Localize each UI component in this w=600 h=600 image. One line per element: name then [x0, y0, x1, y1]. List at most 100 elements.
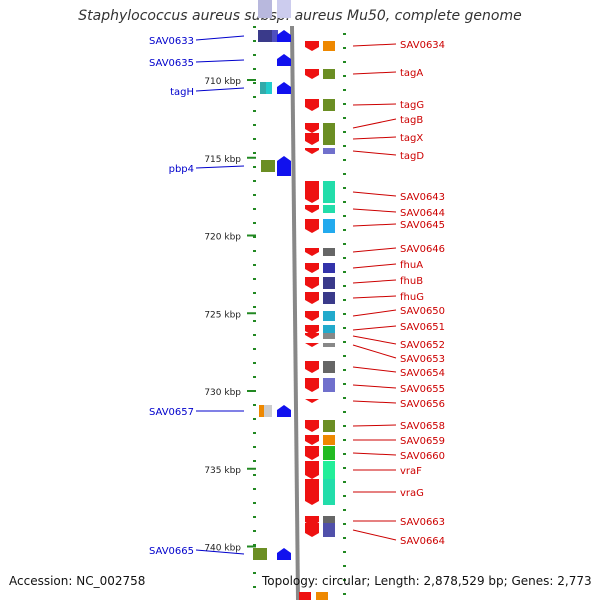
- right-track-dot: [343, 103, 346, 105]
- gene-label-right: tagB: [400, 115, 423, 126]
- protein-block: [323, 516, 335, 526]
- right-track-dot: [343, 355, 346, 357]
- left-track-dot: [253, 348, 256, 350]
- gene-arrow-left: [277, 156, 291, 176]
- gene-leader-right: [352, 325, 397, 331]
- left-track-dot: [253, 54, 256, 56]
- gene-arrow-right: [305, 69, 319, 79]
- right-track-dot: [343, 509, 346, 511]
- gene-label-right: SAV0651: [400, 322, 445, 333]
- gene-arrow-right: [305, 311, 319, 321]
- right-track-dot: [343, 327, 346, 329]
- protein-block: [323, 41, 335, 51]
- protein-block: [323, 248, 335, 256]
- right-track-dot: [343, 481, 346, 483]
- protein-block: [323, 325, 335, 335]
- gene-leader-right: [352, 529, 397, 541]
- gene-arrow-left: [277, 405, 291, 417]
- right-track-dot: [343, 187, 346, 189]
- right-track-dot: [343, 579, 346, 581]
- protein-block: [323, 361, 335, 373]
- left-track-dot: [253, 376, 256, 378]
- gene-leader-left: [195, 165, 245, 169]
- left-track-dot: [253, 138, 256, 140]
- left-track-dot: [253, 362, 256, 364]
- gene-label-right: SAV0643: [400, 192, 445, 203]
- gene-arrow-right: [305, 446, 319, 460]
- protein-block: [323, 523, 335, 537]
- protein-block: [323, 333, 335, 339]
- right-track-dot: [343, 159, 346, 161]
- topology-text: Topology: circular; Length: 2,878,529 bp…: [262, 574, 592, 588]
- right-track-dot: [343, 369, 346, 371]
- protein-block: [323, 311, 335, 321]
- right-track-dot: [343, 75, 346, 77]
- left-track-dot: [253, 222, 256, 224]
- left-track-dot: [253, 404, 256, 406]
- gene-leader-right: [352, 452, 397, 456]
- gene-label-right: tagA: [400, 68, 423, 79]
- protein-block: [323, 446, 335, 460]
- protein-block: [323, 123, 335, 133]
- protein-block: [323, 263, 335, 273]
- gene-arrow-right: [305, 133, 319, 145]
- gene-leader-left: [195, 549, 245, 555]
- gene-label-left: SAV0665: [149, 546, 194, 557]
- gene-arrow-left: [277, 82, 291, 94]
- gene-label-left: SAV0657: [149, 407, 194, 418]
- left-track-dot: [253, 180, 256, 182]
- right-track-dot: [343, 439, 346, 441]
- right-track-dot: [343, 411, 346, 413]
- gene-label-right: tagD: [400, 151, 424, 162]
- left-track-dot: [253, 306, 256, 308]
- gene-leader-right: [352, 103, 397, 106]
- left-track-dot: [253, 236, 256, 238]
- protein-block: [316, 592, 328, 600]
- right-track-dot: [343, 593, 346, 595]
- gene-label-right: SAV0659: [400, 436, 445, 447]
- right-track-dot: [343, 243, 346, 245]
- right-track-dot: [343, 257, 346, 259]
- left-track-dot: [253, 194, 256, 196]
- protein-block: [323, 69, 335, 79]
- left-track-dot: [253, 82, 256, 84]
- gene-leader-right: [352, 191, 397, 197]
- left-track-dot: [253, 292, 256, 294]
- gene-label-right: SAV0644: [400, 208, 445, 219]
- gene-leader-right: [352, 335, 397, 345]
- gene-arrow-right: [305, 523, 319, 537]
- protein-block: [258, 0, 272, 18]
- protein-block: [323, 148, 335, 154]
- left-track-dot: [253, 488, 256, 490]
- gene-leader-right: [352, 344, 397, 359]
- left-track-dot: [253, 110, 256, 112]
- protein-block: [323, 479, 335, 505]
- left-track-dot: [253, 418, 256, 420]
- right-track-dot: [343, 33, 346, 35]
- gene-arrow-left: [277, 30, 291, 42]
- right-track-dot: [343, 285, 346, 287]
- right-track-dot: [343, 467, 346, 469]
- left-track-dot: [253, 586, 256, 588]
- scale-tick-label: 740 kbp: [204, 544, 241, 554]
- right-track-dot: [343, 299, 346, 301]
- gene-label-left: tagH: [170, 87, 194, 98]
- gene-label-right: SAV0660: [400, 451, 445, 462]
- left-track-dot: [253, 166, 256, 168]
- gene-label-right: vraF: [400, 466, 422, 477]
- gene-label-right: vraG: [400, 488, 424, 499]
- gene-label-left: pbp4: [169, 164, 194, 175]
- protein-block: [323, 133, 335, 145]
- gene-arrow-right: [305, 435, 319, 445]
- protein-block: [261, 160, 275, 172]
- gene-leader-left: [195, 35, 245, 41]
- protein-block: [323, 420, 335, 432]
- scale-tick-label: 710 kbp: [204, 77, 241, 87]
- protein-block: [323, 378, 335, 392]
- gene-label-right: SAV0653: [400, 354, 445, 365]
- gene-arrow-right: [305, 378, 319, 392]
- protein-block: [323, 181, 335, 203]
- gene-arrow-right: [305, 420, 319, 432]
- gene-leader-left: [195, 87, 245, 92]
